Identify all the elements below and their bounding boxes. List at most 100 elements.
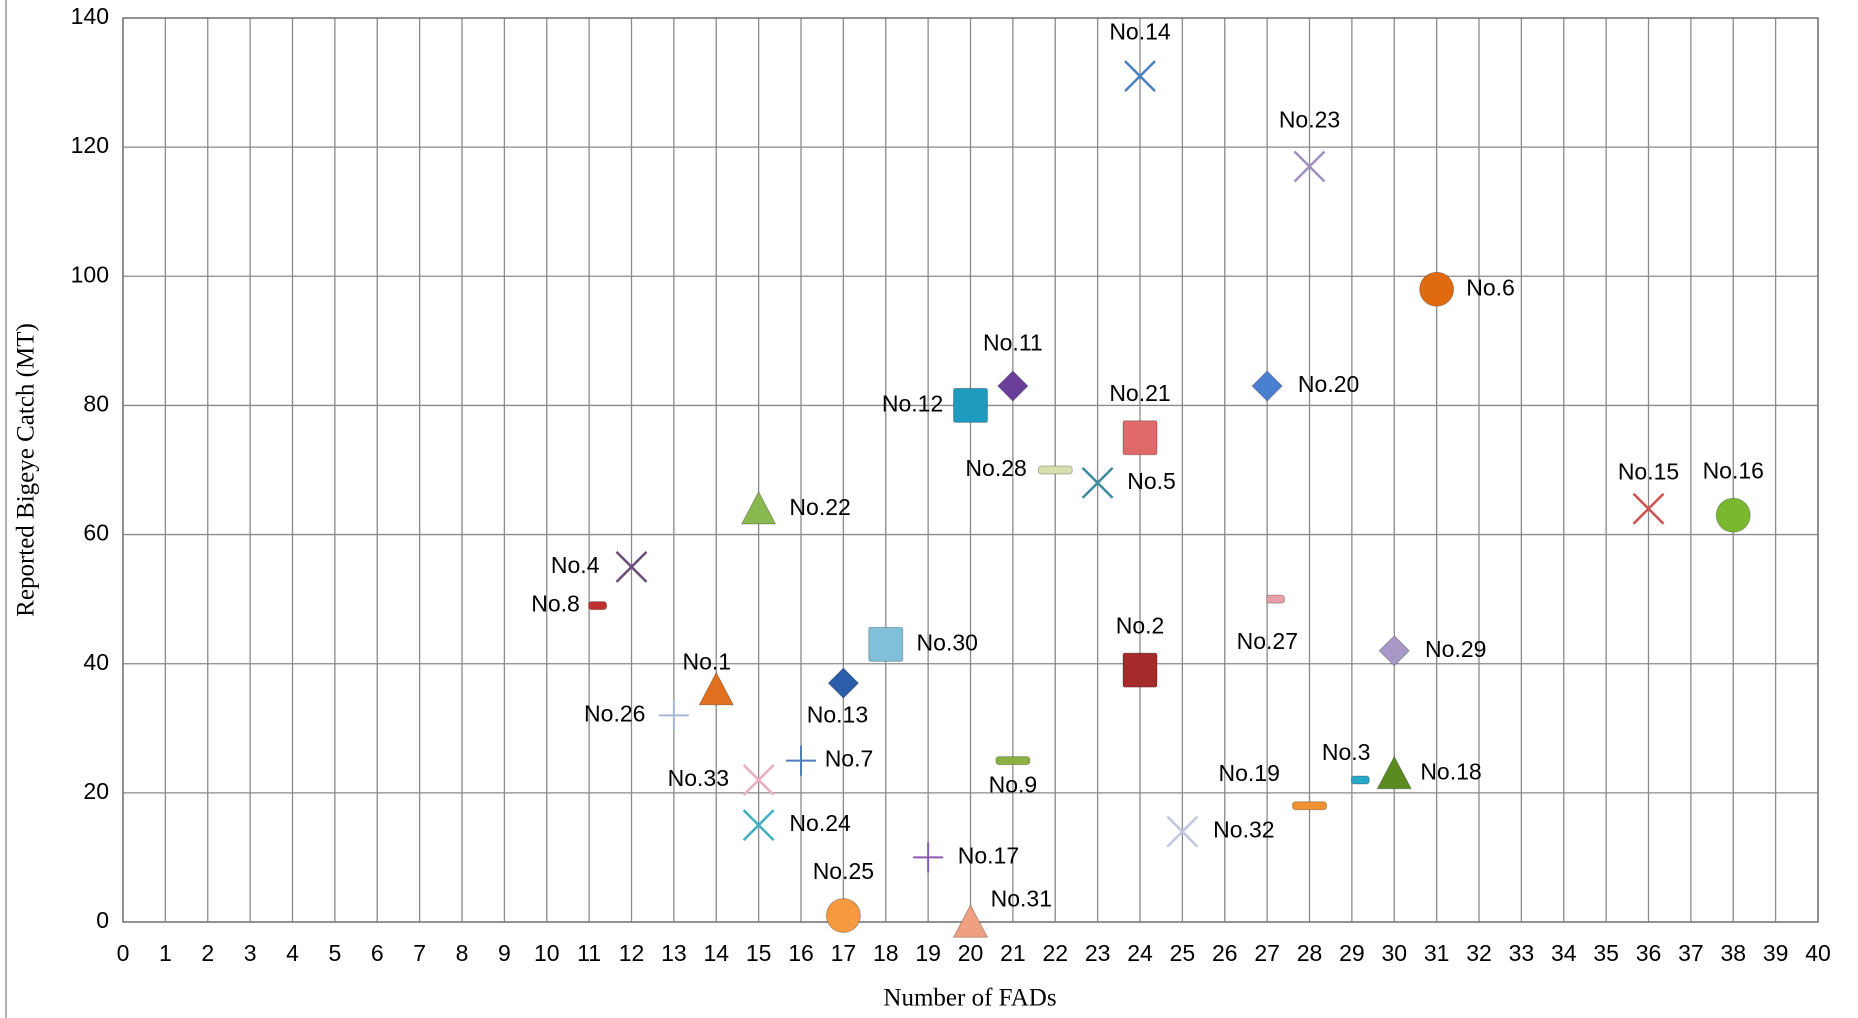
x-tick-label: 27 xyxy=(1254,940,1280,966)
point xyxy=(868,626,904,662)
point xyxy=(827,667,860,699)
point xyxy=(1293,150,1326,183)
x-tick-label: 17 xyxy=(831,940,857,966)
point-label: No.24 xyxy=(789,810,851,836)
x-tick-label: 7 xyxy=(413,940,426,966)
x-axis-title: Number of FADs xyxy=(883,985,1056,1012)
point-label: No.18 xyxy=(1420,759,1481,785)
point-label: No.30 xyxy=(917,629,978,655)
point xyxy=(658,700,689,731)
point-label: No.13 xyxy=(807,701,868,727)
y-tick-label: 60 xyxy=(83,520,109,546)
x-tick-label: 12 xyxy=(619,940,645,966)
x-tick-label: 1 xyxy=(159,940,172,966)
x-tick-label: 8 xyxy=(456,940,469,966)
point xyxy=(588,601,608,611)
x-tick-label: 37 xyxy=(1678,940,1704,966)
point-label: No.29 xyxy=(1425,636,1486,662)
point-label: No.21 xyxy=(1109,380,1170,406)
point-label: No.6 xyxy=(1466,274,1515,300)
x-tick-label: 14 xyxy=(703,940,729,966)
x-tick-label: 40 xyxy=(1805,940,1831,966)
point-label: No.11 xyxy=(983,330,1043,356)
x-tick-label: 22 xyxy=(1042,940,1068,966)
x-tick-label: 6 xyxy=(371,940,384,966)
point-label: No.7 xyxy=(825,746,874,772)
y-tick-label: 140 xyxy=(71,3,109,29)
point xyxy=(1632,492,1665,525)
point-label: No.4 xyxy=(551,552,600,578)
x-tick-label: 9 xyxy=(498,940,511,966)
point-label: No.33 xyxy=(668,765,729,791)
point xyxy=(1251,370,1283,402)
x-tick-label: 36 xyxy=(1636,940,1662,966)
point-label: No.20 xyxy=(1298,371,1359,397)
point xyxy=(742,764,775,796)
point xyxy=(740,490,777,525)
point xyxy=(1266,594,1286,604)
point xyxy=(953,387,988,423)
point xyxy=(1166,815,1199,848)
x-tick-label: 25 xyxy=(1170,940,1196,966)
y-tick-label: 40 xyxy=(83,649,109,675)
point-label: No.28 xyxy=(965,455,1026,481)
x-tick-label: 15 xyxy=(746,940,772,966)
point xyxy=(825,898,861,934)
x-tick-label: 5 xyxy=(328,940,341,966)
x-tick-label: 0 xyxy=(117,940,130,966)
x-tick-label: 13 xyxy=(661,940,687,966)
y-tick-label: 80 xyxy=(83,391,109,417)
x-tick-label: 19 xyxy=(915,940,941,966)
y-tick-label: 0 xyxy=(96,907,109,933)
point-label: No.14 xyxy=(1109,19,1171,45)
x-tick-label: 31 xyxy=(1424,940,1450,966)
point xyxy=(786,745,816,776)
point xyxy=(742,809,775,842)
point-label: No.2 xyxy=(1116,613,1165,639)
point xyxy=(995,756,1031,766)
point xyxy=(952,903,989,938)
x-tick-label: 28 xyxy=(1297,940,1323,966)
point-label: No.31 xyxy=(991,886,1052,912)
point xyxy=(1376,755,1413,790)
point-label: No.22 xyxy=(789,494,850,520)
y-tick-label: 20 xyxy=(83,778,109,804)
point-label: No.1 xyxy=(682,649,731,675)
point xyxy=(615,550,648,583)
point-label: No.32 xyxy=(1213,817,1274,843)
x-tick-label: 30 xyxy=(1381,940,1407,966)
x-tick-label: 4 xyxy=(286,940,299,966)
point-label: No.23 xyxy=(1279,107,1340,133)
point-label: No.15 xyxy=(1618,458,1679,484)
x-tick-label: 21 xyxy=(1000,940,1026,966)
point-label: No.9 xyxy=(989,772,1038,798)
y-tick-label: 120 xyxy=(71,132,109,158)
x-tick-label: 32 xyxy=(1466,940,1492,966)
x-tick-label: 2 xyxy=(201,940,214,966)
point-label: No.17 xyxy=(958,843,1019,869)
point xyxy=(1378,635,1410,667)
x-tick-label: 18 xyxy=(873,940,899,966)
point-label: No.3 xyxy=(1322,739,1371,765)
point xyxy=(1350,775,1370,785)
y-axis-title: Reported Bigeye Catch (MT) xyxy=(13,323,40,617)
point-label: No.5 xyxy=(1127,468,1176,494)
point-label: No.16 xyxy=(1703,458,1764,484)
point xyxy=(1081,467,1114,499)
point xyxy=(1292,801,1327,811)
x-tick-label: 29 xyxy=(1339,940,1365,966)
x-tick-label: 33 xyxy=(1509,940,1535,966)
point xyxy=(698,671,735,706)
point xyxy=(1124,60,1156,92)
x-tick-label: 39 xyxy=(1763,940,1789,966)
point-label: No.8 xyxy=(531,591,580,617)
point-label: No.27 xyxy=(1237,628,1298,654)
x-tick-label: 23 xyxy=(1085,940,1111,966)
x-tick-label: 35 xyxy=(1593,940,1619,966)
point xyxy=(1122,420,1158,456)
x-tick-label: 26 xyxy=(1212,940,1238,966)
x-tick-label: 20 xyxy=(958,940,984,966)
x-tick-label: 24 xyxy=(1127,940,1153,966)
